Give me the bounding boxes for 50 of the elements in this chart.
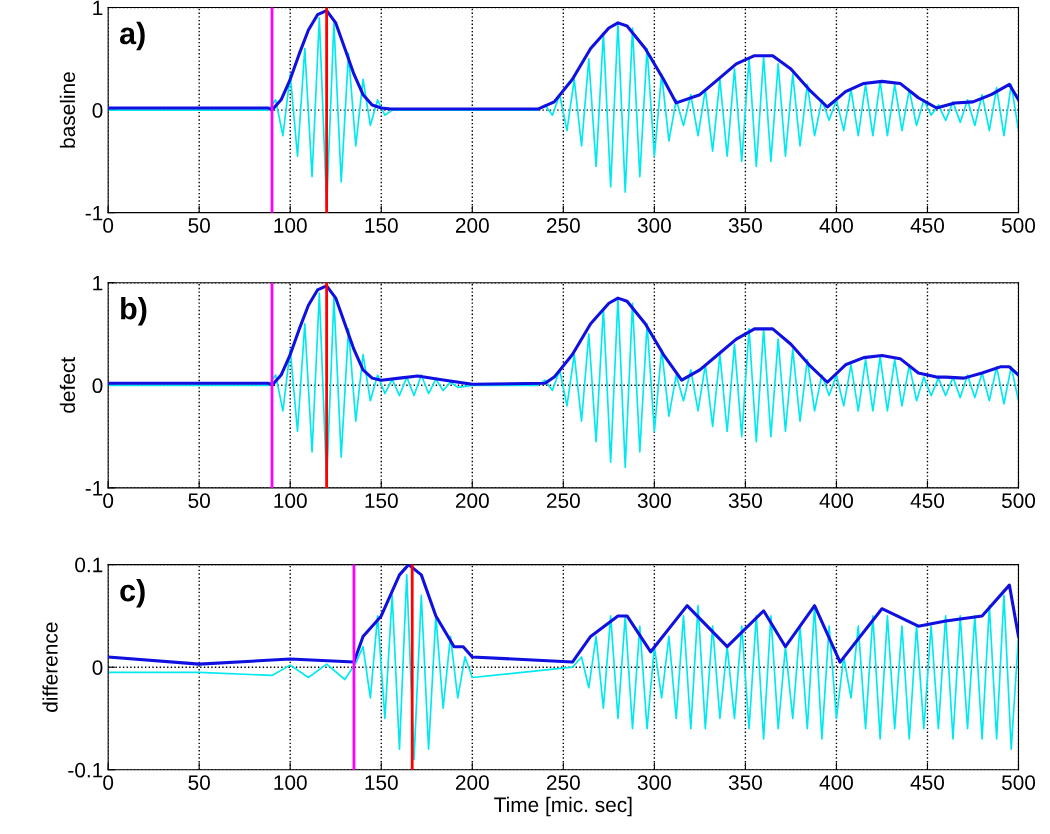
- x-tick-label: 0: [103, 775, 114, 790]
- x-tick-label: 350: [728, 775, 762, 790]
- x-tick-label: 500: [1001, 218, 1036, 233]
- x-tick-label: 150: [365, 218, 398, 233]
- y-tick-label: -0.1: [68, 762, 103, 778]
- x-tick-label: 150: [365, 775, 398, 790]
- y-axis-title: difference: [42, 622, 58, 712]
- x-tick-label: 200: [455, 775, 489, 790]
- x-tick-label: 150: [365, 493, 398, 509]
- x-tick-label: 200: [455, 218, 489, 233]
- x-tick-label: 400: [819, 775, 853, 790]
- line-series: [108, 574, 1019, 761]
- x-tick-label: 50: [188, 493, 210, 509]
- y-tick-label: 0: [92, 103, 103, 118]
- x-tick-label: 400: [819, 493, 853, 509]
- x-tick-label: 300: [637, 775, 671, 790]
- x-tick-label: 250: [547, 218, 580, 233]
- x-tick-label: 350: [728, 218, 762, 233]
- x-tick-label: 450: [910, 775, 945, 790]
- y-axis-title: baseline: [59, 72, 76, 148]
- x-tick-label: 300: [637, 493, 671, 509]
- x-tick-label: 250: [547, 493, 580, 509]
- x-tick-label: 350: [728, 493, 762, 509]
- x-tick-label: 500: [1001, 493, 1036, 509]
- x-tick-label: 450: [910, 218, 945, 233]
- annotation: a): [119, 21, 145, 51]
- annotation: c): [120, 578, 145, 608]
- x-tick-label: 100: [274, 493, 307, 509]
- x-tick-label: 50: [188, 218, 210, 233]
- y-tick-label: 0: [92, 660, 103, 675]
- x-tick-label: 200: [455, 493, 489, 509]
- y-tick-label: 0: [92, 378, 103, 394]
- y-tick-label: 1: [93, 0, 103, 16]
- x-tick-label: 0: [103, 493, 114, 509]
- x-tick-label: 400: [819, 218, 853, 233]
- x-tick-label: 100: [274, 775, 307, 790]
- y-tick-label: -1: [85, 481, 103, 496]
- x-axis-title: Time [mic. sec]: [494, 796, 632, 817]
- x-tick-label: 500: [1001, 775, 1036, 790]
- y-tick-label: 1: [93, 275, 103, 291]
- x-tick-label: 50: [188, 775, 210, 790]
- x-tick-label: 450: [910, 493, 945, 509]
- x-tick-label: 250: [547, 775, 580, 790]
- annotation: b): [121, 297, 147, 326]
- y-tick-label: -1: [85, 205, 103, 221]
- y-axis-title: defect: [59, 357, 76, 413]
- y-tick-label: 0.1: [75, 557, 103, 573]
- x-tick-label: 100: [274, 218, 307, 233]
- x-tick-label: 0: [103, 218, 114, 233]
- x-tick-label: 300: [637, 218, 671, 233]
